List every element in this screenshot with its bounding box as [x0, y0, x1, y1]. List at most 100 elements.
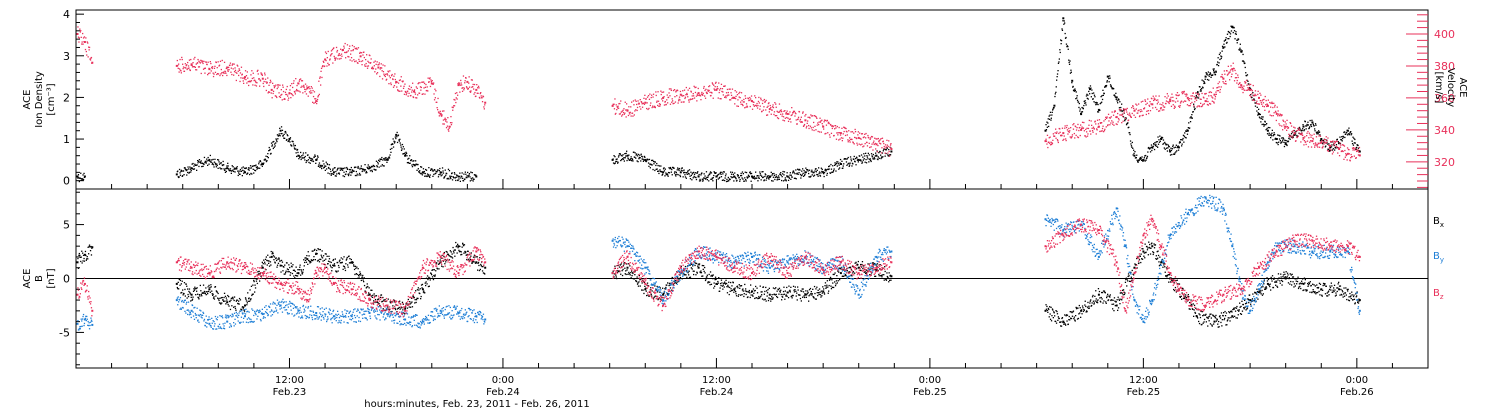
data-point	[258, 270, 260, 272]
data-point	[782, 180, 785, 182]
data-point	[246, 304, 248, 306]
data-point	[715, 81, 717, 83]
data-point	[1271, 102, 1273, 105]
data-point	[423, 170, 425, 173]
data-point	[1252, 92, 1254, 94]
data-point	[462, 245, 465, 247]
data-point	[746, 106, 749, 108]
data-point	[1147, 110, 1149, 112]
data-point	[631, 270, 633, 272]
data-point	[473, 261, 475, 263]
data-point	[1356, 150, 1359, 152]
data-point	[709, 173, 711, 176]
data-point	[1109, 77, 1111, 79]
data-point	[1261, 116, 1263, 118]
data-point	[294, 144, 296, 147]
data-point	[91, 61, 94, 64]
data-point	[1328, 144, 1330, 146]
data-point	[248, 169, 250, 171]
data-point	[371, 169, 373, 171]
data-point	[1165, 100, 1168, 102]
data-point	[836, 132, 838, 134]
data-point	[82, 174, 84, 176]
data-point	[296, 275, 299, 277]
data-point	[310, 261, 312, 263]
data-point	[230, 67, 232, 69]
data-point	[188, 172, 190, 174]
data-point	[1062, 17, 1065, 20]
data-point	[657, 164, 659, 167]
data-point	[1247, 87, 1249, 89]
data-point	[813, 121, 815, 124]
data-point	[816, 173, 818, 176]
data-point	[178, 63, 180, 65]
data-point	[215, 166, 217, 168]
data-point	[449, 122, 452, 124]
data-point	[753, 177, 755, 179]
data-point	[841, 127, 843, 129]
data-point	[668, 284, 670, 287]
data-point	[1342, 150, 1344, 153]
data-point	[1057, 70, 1059, 72]
data-point	[840, 163, 843, 165]
data-point	[330, 261, 332, 264]
data-point	[365, 287, 367, 289]
data-point	[333, 55, 335, 58]
data-point	[680, 265, 682, 267]
data-point	[719, 87, 722, 90]
data-point	[195, 63, 197, 65]
data-point	[1144, 99, 1146, 101]
data-point	[289, 85, 292, 87]
data-point	[462, 87, 464, 89]
data-point	[1335, 140, 1338, 142]
data-point	[254, 170, 257, 172]
data-point	[642, 160, 645, 162]
data-point	[243, 82, 245, 84]
data-point	[1237, 76, 1239, 79]
data-point	[333, 47, 335, 49]
data-point	[348, 56, 350, 58]
data-point	[264, 159, 267, 161]
data-point	[345, 57, 347, 59]
data-point	[1197, 105, 1199, 107]
data-point	[298, 273, 300, 275]
data-point	[318, 162, 321, 164]
data-point	[812, 172, 814, 174]
data-point	[386, 78, 388, 80]
data-point	[458, 82, 460, 84]
y-tick-label: -5	[59, 326, 70, 339]
data-point	[364, 169, 367, 171]
data-point	[804, 115, 806, 117]
data-point	[83, 172, 85, 175]
data-point	[701, 172, 703, 174]
data-point	[622, 111, 625, 114]
data-point	[1166, 93, 1168, 95]
data-point	[643, 292, 645, 295]
data-point	[626, 150, 628, 152]
data-point	[264, 78, 267, 80]
data-point	[217, 292, 219, 295]
data-point	[261, 261, 263, 263]
data-point	[1322, 143, 1324, 145]
data-point	[1329, 146, 1332, 149]
data-point	[759, 173, 761, 175]
data-point	[1054, 132, 1056, 134]
data-point	[1262, 118, 1264, 120]
data-point	[866, 155, 868, 157]
data-point	[678, 98, 680, 100]
data-point	[464, 250, 466, 253]
data-point	[1059, 51, 1061, 54]
data-point	[652, 93, 655, 95]
data-point	[383, 74, 386, 77]
data-point	[1307, 124, 1310, 126]
data-point	[636, 276, 638, 278]
data-point	[1290, 135, 1292, 137]
data-point	[1292, 135, 1294, 137]
data-point	[1095, 123, 1097, 125]
data-point	[690, 174, 692, 177]
data-point	[688, 87, 691, 89]
data-point	[1183, 92, 1185, 94]
data-point	[401, 90, 403, 92]
data-point	[1096, 103, 1098, 105]
data-point	[244, 297, 247, 299]
